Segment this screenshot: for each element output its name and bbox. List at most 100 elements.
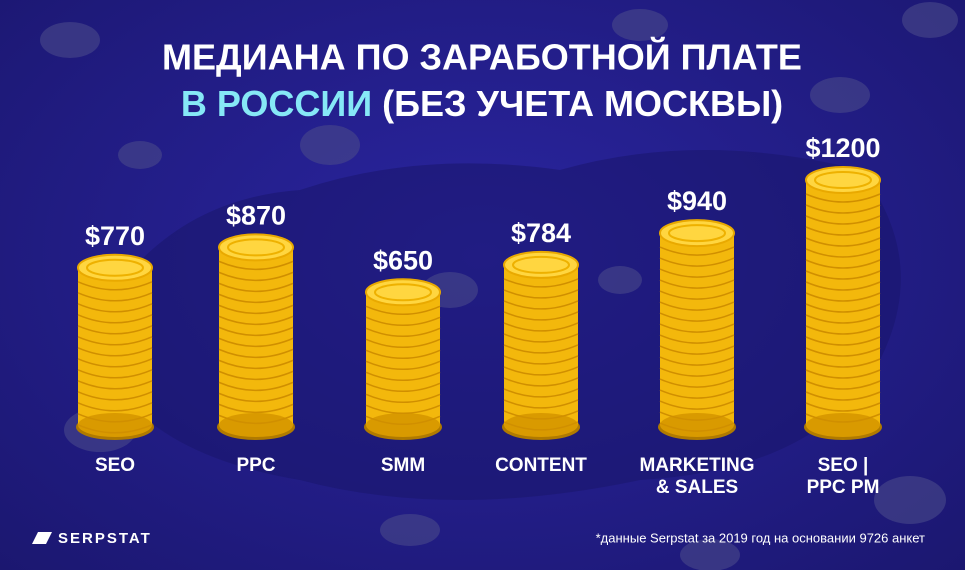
coin-edge: [659, 290, 735, 300]
coin-edge: [365, 404, 441, 414]
coin-edge: [805, 347, 881, 357]
coin-edge: [659, 246, 735, 256]
coin-edge: [218, 304, 294, 315]
coin-edge: [659, 334, 735, 344]
coin-edge: [503, 377, 579, 387]
coin-top: [659, 219, 735, 248]
coin-edge: [503, 300, 579, 310]
coin-edge: [77, 391, 153, 401]
coin-top: [805, 166, 881, 194]
coin-edge: [659, 422, 735, 432]
x-tick-label: SEO | PPC PM: [806, 455, 880, 498]
coin-edge: [365, 393, 441, 403]
bar: [219, 247, 293, 425]
value-label: $940: [667, 186, 727, 216]
coin-edge: [77, 402, 153, 412]
coin-edge: [77, 380, 153, 390]
footnote: *данные Serpstat за 2019 год на основани…: [596, 530, 925, 545]
coin-edge: [659, 356, 735, 366]
value-label: $784: [511, 218, 571, 248]
coin-edge: [365, 349, 441, 359]
coin-edge: [218, 337, 294, 348]
coin-edge: [365, 305, 441, 315]
coin-edge: [805, 270, 881, 280]
coin-edge: [365, 338, 441, 348]
coin-edge: [218, 414, 294, 425]
coin-edge: [77, 292, 153, 302]
coin-edge: [218, 293, 294, 304]
coin-edge: [659, 323, 735, 333]
coin-edge: [77, 325, 153, 335]
coin-edge: [77, 347, 153, 357]
coin-edge: [805, 237, 881, 247]
coin-edge: [805, 369, 881, 379]
bar: [78, 267, 152, 425]
coin-edge: [218, 403, 294, 414]
coin-edge: [503, 355, 579, 365]
coin-edge: [503, 322, 579, 332]
coin-edge: [805, 226, 881, 236]
coin-edge: [218, 326, 294, 337]
coin-edge: [77, 303, 153, 313]
coin-edge: [503, 410, 579, 420]
coin-stack: [658, 219, 736, 440]
coin-edge: [218, 271, 294, 282]
coin-edge: [805, 402, 881, 412]
coin-edge: [218, 282, 294, 293]
title-highlight: В РОССИИ: [181, 83, 372, 124]
coin-top: [503, 250, 579, 279]
coin-top-inner: [86, 258, 144, 277]
coin-edge: [218, 359, 294, 370]
coin-edge: [503, 311, 579, 321]
coin-edge: [659, 389, 735, 399]
coin-edge: [77, 358, 153, 368]
coin-bottom: [219, 413, 293, 437]
chart-subtitle: (БЕЗ УЧЕТА МОСКВЫ): [382, 83, 783, 124]
coin-edge: [218, 315, 294, 326]
coin-edge: [77, 314, 153, 324]
coin-edge: [805, 259, 881, 269]
coin-edge: [659, 301, 735, 311]
coin-edge: [365, 327, 441, 337]
coin-edge: [659, 367, 735, 377]
coin-top-inner: [668, 224, 726, 243]
coin-edge: [365, 316, 441, 326]
coin-edge: [218, 392, 294, 403]
coin-edge: [659, 268, 735, 278]
coin-edge: [77, 413, 153, 423]
coin-edge: [77, 369, 153, 379]
coin-top-inner: [512, 255, 570, 274]
coin-edge: [77, 424, 153, 434]
brand-logo: [32, 532, 52, 544]
value-label: $650: [373, 245, 433, 275]
coin-edge: [503, 333, 579, 343]
coin-edge: [659, 411, 735, 421]
coin-edge: [365, 371, 441, 381]
chart-subtitle-line: В РОССИИ (БЕЗ УЧЕТА МОСКВЫ): [181, 83, 783, 124]
coin-bottom: [806, 413, 880, 437]
coin-edge: [805, 380, 881, 390]
coin-top: [365, 278, 441, 307]
coin-edge: [77, 281, 153, 291]
coin-edge: [805, 325, 881, 335]
coin-edge: [365, 382, 441, 392]
coin-edge: [503, 366, 579, 376]
coin-edge: [365, 415, 441, 425]
value-label: $1200: [805, 133, 880, 163]
bar: [504, 264, 578, 425]
coin-edge: [503, 278, 579, 288]
coin-edge: [365, 360, 441, 370]
coin-stack: [804, 166, 882, 440]
coin-top-inner: [374, 283, 432, 302]
coin-edge: [805, 336, 881, 346]
coin-edge: [659, 279, 735, 289]
coin-stack: [502, 250, 580, 440]
coin-bottom: [504, 413, 578, 437]
coin-edge: [503, 421, 579, 431]
x-tick-label: PPC: [236, 455, 276, 476]
coin-top-inner: [227, 238, 285, 257]
coin-edge: [805, 413, 881, 423]
coin-edge: [805, 391, 881, 401]
chart-title: МЕДИАНА ПО ЗАРАБОТНОЙ ПЛАТЕ: [162, 36, 802, 78]
